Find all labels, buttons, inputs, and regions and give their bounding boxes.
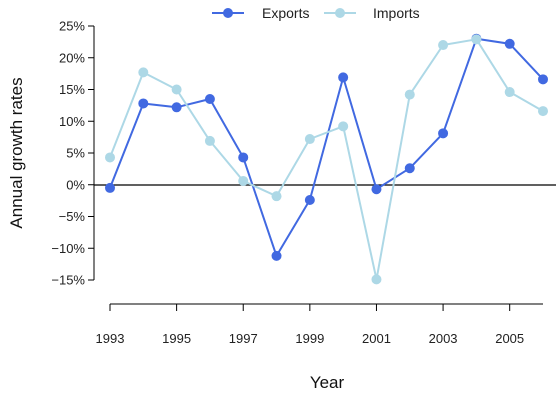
imports-point [304, 134, 315, 145]
y-tick-label: 0% [66, 177, 85, 192]
imports-point [471, 34, 482, 45]
y-tick-label: 15% [59, 82, 85, 97]
x-tick-label: 1993 [96, 331, 125, 346]
legend: Exports Imports [212, 5, 420, 21]
imports-point [138, 67, 149, 78]
legend-imports-label: Imports [373, 5, 420, 21]
imports-point [204, 135, 215, 146]
y-tick-label: 25% [59, 19, 85, 34]
x-tick-label: 1995 [162, 331, 191, 346]
x-tick-label: 1997 [229, 331, 258, 346]
exports-point [371, 184, 382, 195]
exports-point [138, 98, 149, 109]
imports-line [109, 38, 544, 281]
y-axis-title: Annual growth rates [7, 77, 26, 228]
y-tick-label: 20% [59, 50, 85, 65]
y-tick-label: −5% [59, 209, 86, 224]
exports-point [204, 94, 215, 105]
exports-point [504, 38, 515, 49]
series-imports [105, 34, 548, 285]
imports-point [238, 175, 249, 186]
y-tick-label: −10% [51, 241, 85, 256]
exports-point [271, 250, 282, 261]
exports-point [438, 128, 449, 139]
x-axis-ticks: 1993 1995 1997 1999 2001 2003 2005 [96, 304, 524, 346]
exports-line [109, 37, 544, 257]
legend-imports-marker [335, 8, 345, 18]
exports-point [105, 182, 115, 193]
exports-point [238, 152, 249, 163]
imports-point [404, 89, 415, 100]
y-axis-ticks: −15% −10% −5% 0% 5% 10% 15% 20% 25% [51, 19, 94, 288]
exports-point [404, 163, 415, 174]
legend-exports-marker [223, 8, 233, 18]
imports-point [504, 87, 515, 98]
x-tick-label: 2001 [362, 331, 391, 346]
x-tick-label: 2005 [495, 331, 524, 346]
x-tick-label: 2003 [429, 331, 458, 346]
imports-point [338, 121, 349, 132]
imports-point [105, 152, 115, 163]
y-tick-label: −15% [51, 273, 85, 288]
y-tick-label: 10% [59, 114, 85, 129]
exports-point [338, 72, 349, 83]
imports-point [171, 84, 182, 95]
imports-point [438, 40, 449, 51]
imports-point [271, 191, 282, 202]
y-tick-label: 5% [66, 146, 85, 161]
series-exports [105, 33, 548, 261]
exports-point [171, 102, 182, 113]
x-axis-title: Year [310, 373, 345, 392]
exports-point [304, 194, 315, 205]
legend-exports-label: Exports [262, 5, 309, 21]
x-tick-label: 1999 [295, 331, 324, 346]
imports-point [371, 274, 382, 285]
imports-point [538, 106, 548, 117]
series-layer [105, 33, 548, 285]
exports-point [538, 74, 548, 85]
